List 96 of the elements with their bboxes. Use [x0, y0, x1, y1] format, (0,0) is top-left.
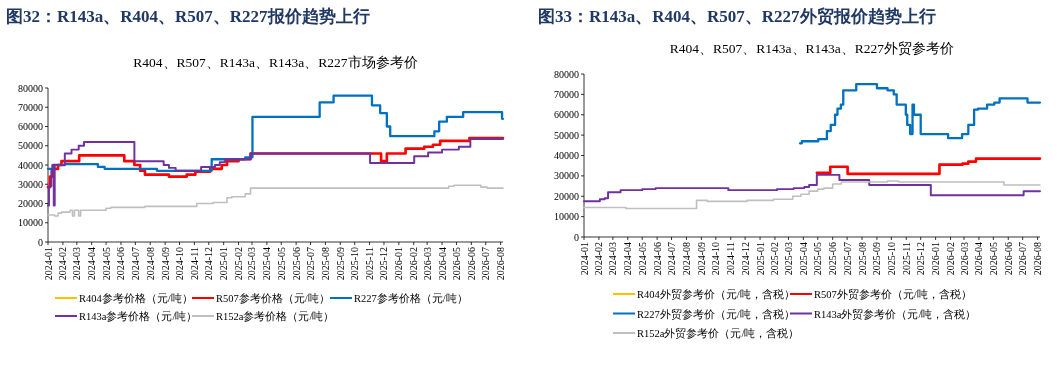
x-tick-label: 2024-07	[666, 242, 678, 276]
x-tick-label: 2025-12	[915, 242, 927, 276]
x-tick-label: 2024-06	[651, 242, 663, 276]
x-tick-label: 2024-02	[57, 247, 69, 281]
x-tick-label: 2026-05	[987, 242, 999, 276]
x-tick-label: 2024-03	[607, 242, 619, 276]
x-tick-label: 2026-06	[1002, 242, 1014, 276]
x-tick-label: 2025-05	[812, 242, 824, 276]
y-tick-label: 10000	[554, 211, 579, 223]
x-tick-label: 2026-03	[958, 242, 970, 276]
y-tick-label: 10000	[18, 217, 43, 229]
y-tick-label: 20000	[554, 190, 579, 202]
x-tick-label: 2025-07	[841, 242, 853, 276]
x-tick-label: 2024-06	[115, 247, 127, 281]
x-tick-label: 2024-01	[42, 247, 54, 281]
y-tick-label: 60000	[554, 109, 579, 121]
x-tick-label: 2025-08	[856, 242, 868, 276]
chart-title: 图32：R143a、R404、R507、R227报价趋势上行	[6, 7, 370, 26]
x-tick-label: 2026-01	[393, 247, 405, 281]
y-tick-label: 0	[574, 231, 579, 243]
y-tick-label: 70000	[554, 88, 579, 100]
x-tick-label: 2026-04	[973, 242, 985, 276]
x-tick-label: 2026-08	[495, 247, 507, 281]
y-tick-label: 30000	[554, 170, 579, 182]
legend-label: R227参考价格（元/吨）	[354, 292, 468, 304]
y-tick-label: 80000	[18, 82, 43, 94]
x-tick-label: 2025-04	[261, 247, 273, 281]
x-tick-label: 2024-03	[71, 247, 83, 281]
x-tick-label: 2025-02	[233, 247, 245, 281]
chart-title: 图33：R143a、R404、R507、R227外贸报价趋势上行	[538, 7, 936, 26]
x-tick-label: 2025-04	[797, 242, 809, 276]
y-tick-label: 30000	[18, 178, 43, 190]
chart-subtitle: R404、R507、R143a、R143a、R227市场参考价	[133, 55, 418, 70]
x-tick-label: 2025-11	[900, 242, 912, 275]
legend-label: R152a参考价格（元/吨）	[216, 310, 335, 322]
x-tick-label: 2024-01	[578, 242, 590, 276]
x-tick-label: 2025-02	[769, 242, 781, 276]
legend-label: R404参考价格（元/吨）	[79, 292, 193, 304]
legend-label: R143a外贸参考价（元/吨，含税）	[814, 307, 977, 320]
x-tick-label: 2026-04	[436, 247, 448, 281]
x-tick-label: 2024-10	[174, 247, 186, 281]
x-tick-label: 2024-12	[739, 242, 751, 276]
x-tick-label: 2026-02	[408, 247, 420, 281]
x-tick-label: 2024-11	[188, 247, 200, 280]
x-tick-label: 2024-04	[86, 247, 98, 281]
x-tick-label: 2024-09	[159, 247, 171, 281]
legend-label: R507参考价格（元/吨）	[216, 292, 330, 304]
x-tick-label: 2026-03	[421, 247, 433, 281]
x-tick-label: 2024-08	[680, 242, 692, 276]
x-tick-label: 2025-06	[290, 247, 302, 281]
x-tick-label: 2026-06	[465, 247, 477, 281]
x-tick-label: 2024-09	[695, 242, 707, 276]
x-tick-label: 2025-03	[782, 242, 794, 276]
x-tick-label: 2024-02	[593, 242, 605, 276]
x-tick-label: 2025-09	[334, 247, 346, 281]
x-tick-label: 2024-11	[725, 242, 737, 275]
y-tick-label: 40000	[554, 150, 579, 161]
legend-label: R143a参考价格（元/吨）	[79, 310, 198, 322]
x-tick-label: 2025-01	[218, 247, 230, 281]
y-tick-label: 40000	[18, 159, 43, 171]
x-tick-label: 2025-05	[275, 247, 287, 281]
x-tick-label: 2024-07	[129, 247, 141, 281]
y-tick-label: 60000	[18, 121, 43, 132]
x-tick-label: 2026-08	[1032, 242, 1044, 276]
legend-label: R507外贸参考价（元/吨，含税）	[814, 288, 972, 300]
y-tick-label: 80000	[554, 68, 579, 80]
x-tick-label: 2024-12	[203, 247, 215, 281]
legend-label: R152a外贸参考价（元/吨，含税）	[637, 327, 800, 339]
x-tick-label: 2024-05	[636, 242, 648, 276]
legend-label: R404外贸参考价（元/吨，含税）	[637, 288, 795, 300]
y-tick-label: 20000	[18, 198, 43, 209]
x-tick-label: 2025-11	[364, 247, 376, 280]
x-tick-label: 2026-05	[450, 247, 462, 281]
x-tick-label: 2025-01	[754, 242, 766, 276]
y-tick-label: 50000	[18, 140, 43, 152]
x-tick-label: 2024-08	[144, 247, 156, 281]
x-tick-label: 2025-03	[246, 247, 258, 281]
x-tick-label: 2024-10	[710, 242, 722, 276]
x-tick-label: 2025-09	[871, 242, 883, 276]
x-tick-label: 2025-06	[827, 242, 839, 276]
x-tick-label: 2024-05	[100, 247, 112, 281]
y-tick-label: 50000	[554, 129, 579, 141]
x-tick-label: 2025-07	[305, 247, 317, 281]
x-tick-label: 2026-07	[480, 247, 492, 281]
x-tick-label: 2025-12	[378, 247, 390, 281]
x-tick-label: 2024-04	[622, 242, 634, 276]
chart-subtitle: R404、R507、R143a、R143a、R227外贸参考价	[669, 41, 955, 56]
x-tick-label: 2026-02	[945, 242, 957, 276]
y-tick-label: 70000	[18, 101, 43, 113]
x-tick-label: 2026-07	[1017, 242, 1029, 276]
legend-label: R227外贸参考价（元/吨，含税）	[637, 307, 795, 320]
x-tick-label: 2026-01	[930, 242, 942, 276]
y-tick-label: 0	[38, 236, 43, 248]
x-tick-label: 2025-10	[885, 242, 897, 276]
x-tick-label: 2025-10	[349, 247, 361, 281]
x-tick-label: 2025-08	[319, 247, 331, 281]
